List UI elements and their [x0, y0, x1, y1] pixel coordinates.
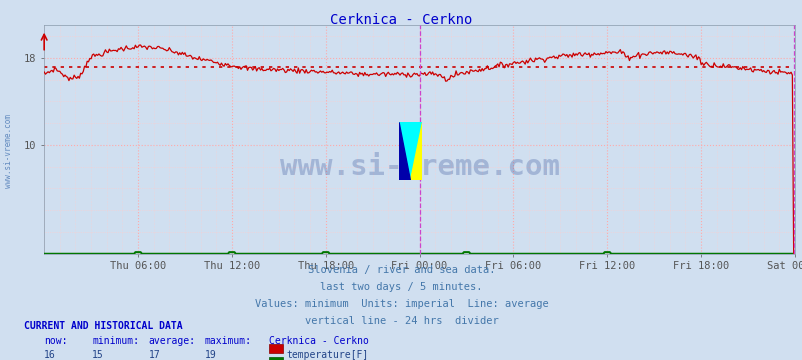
- Text: 15: 15: [92, 350, 104, 360]
- Text: temperature[F]: temperature[F]: [286, 350, 368, 360]
- Text: Cerknica - Cerkno: Cerknica - Cerkno: [269, 336, 368, 346]
- Text: average:: average:: [148, 336, 196, 346]
- Text: 16: 16: [44, 350, 56, 360]
- Text: www.si-vreme.com: www.si-vreme.com: [3, 114, 13, 188]
- Text: Values: minimum  Units: imperial  Line: average: Values: minimum Units: imperial Line: av…: [254, 299, 548, 309]
- Text: 19: 19: [205, 350, 217, 360]
- Text: 17: 17: [148, 350, 160, 360]
- Text: last two days / 5 minutes.: last two days / 5 minutes.: [320, 282, 482, 292]
- Text: www.si-vreme.com: www.si-vreme.com: [279, 153, 559, 181]
- Text: Slovenia / river and sea data.: Slovenia / river and sea data.: [307, 265, 495, 275]
- Text: vertical line - 24 hrs  divider: vertical line - 24 hrs divider: [304, 316, 498, 327]
- Polygon shape: [410, 122, 421, 180]
- Text: now:: now:: [44, 336, 67, 346]
- Text: minimum:: minimum:: [92, 336, 140, 346]
- Polygon shape: [399, 122, 410, 180]
- Polygon shape: [399, 122, 421, 180]
- Text: Cerknica - Cerkno: Cerknica - Cerkno: [330, 13, 472, 27]
- Text: maximum:: maximum:: [205, 336, 252, 346]
- Text: CURRENT AND HISTORICAL DATA: CURRENT AND HISTORICAL DATA: [24, 321, 183, 331]
